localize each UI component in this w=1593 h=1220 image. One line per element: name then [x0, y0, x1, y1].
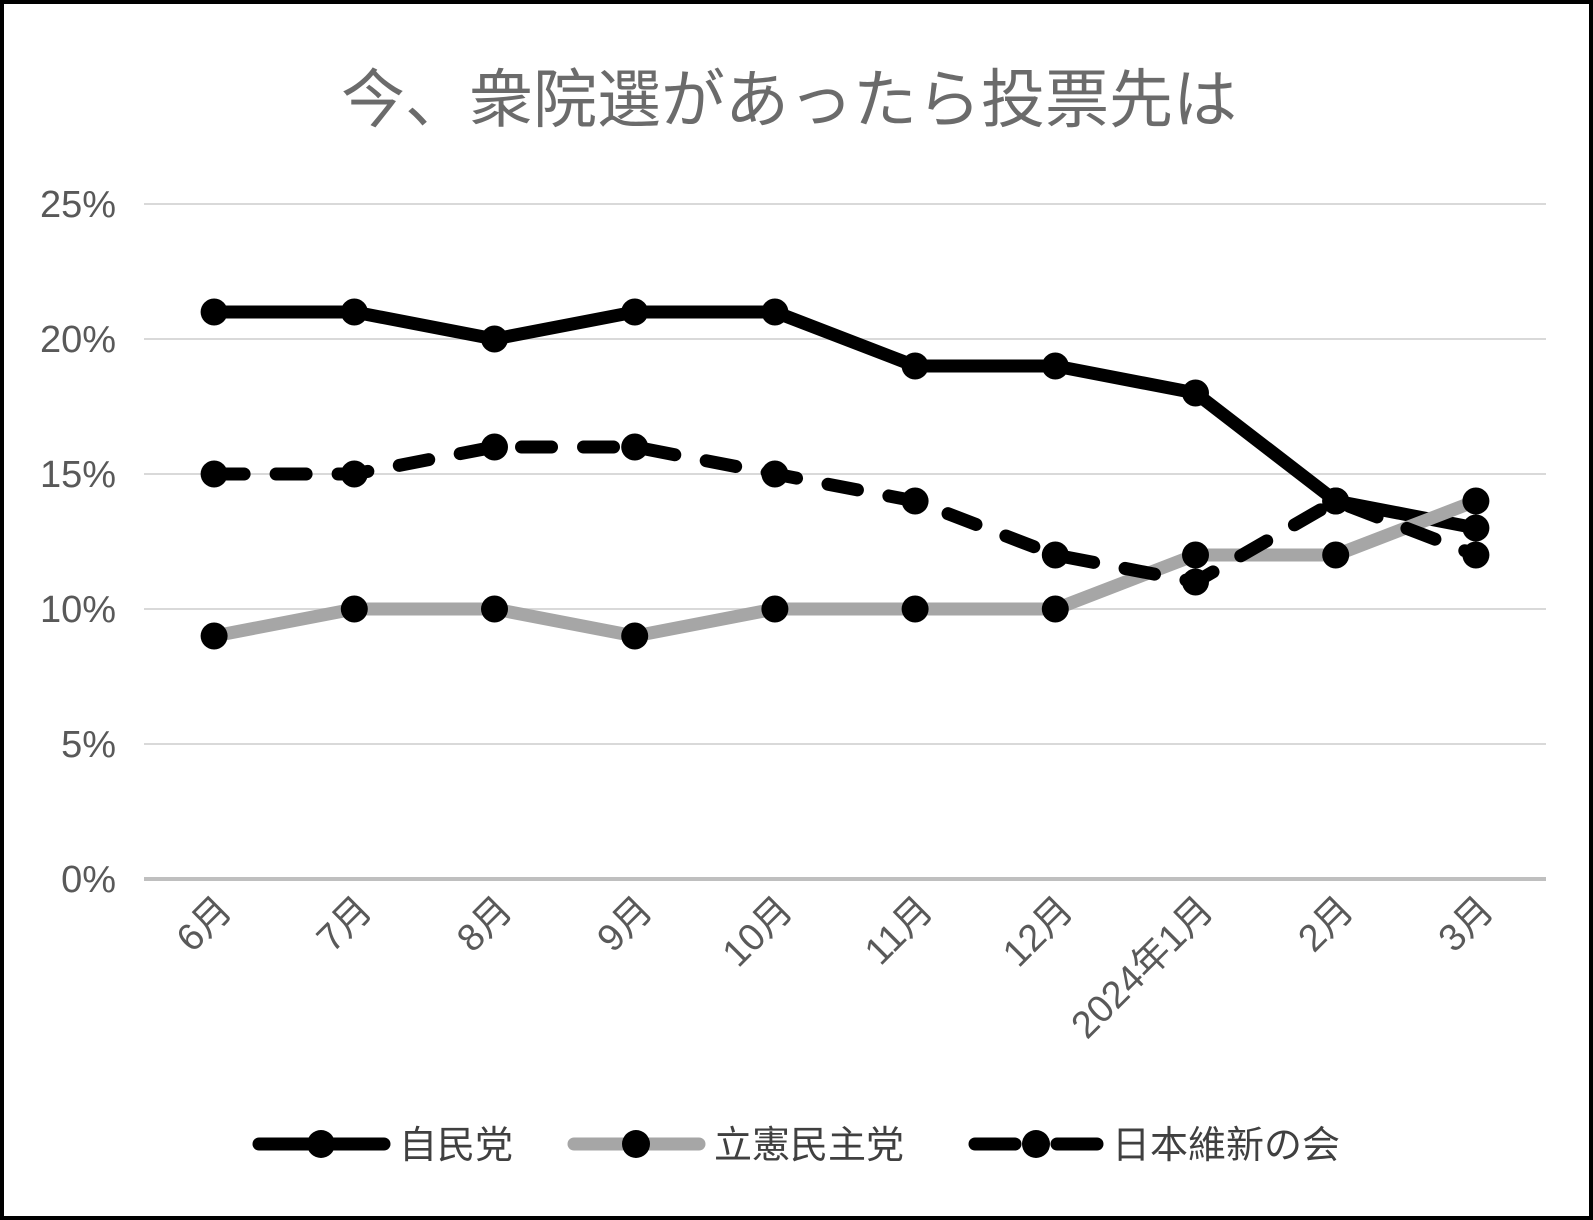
- data-point-1-9: [1462, 487, 1490, 515]
- y-tick-5: 5%: [61, 724, 116, 766]
- data-point-0-4: [761, 298, 789, 326]
- data-point-0-7: [1182, 379, 1209, 407]
- data-point-0-2: [481, 325, 508, 353]
- x-tick-8: 2月: [1291, 889, 1363, 961]
- y-tick-20: 20%: [40, 319, 116, 361]
- x-tick-3: 9月: [590, 889, 662, 961]
- legend-marker-icon: [1022, 1130, 1050, 1158]
- data-point-1-8: [1322, 541, 1350, 569]
- legend: 自民党 立憲民主党 日本維新の会: [252, 1125, 1340, 1167]
- legend-label-rikken: 立憲民主党: [714, 1125, 904, 1167]
- data-point-2-3: [621, 433, 649, 461]
- data-point-2-6: [1041, 541, 1069, 569]
- x-tick-6: 12月: [995, 889, 1081, 975]
- data-point-1-7: [1182, 541, 1209, 569]
- data-point-2-5: [901, 487, 929, 515]
- x-tick-1: 7月: [309, 889, 381, 961]
- data-point-2-2: [481, 433, 508, 461]
- data-point-0-6: [1041, 352, 1069, 380]
- x-tick-0: 6月: [169, 889, 241, 961]
- data-point-0-1: [340, 298, 368, 326]
- data-point-2-9: [1462, 541, 1490, 569]
- data-point-0-3: [621, 298, 649, 326]
- plot-series: [200, 298, 1490, 650]
- data-point-1-6: [1041, 595, 1069, 623]
- legend-label-ishin: 日本維新の会: [1112, 1125, 1340, 1167]
- poll-line-chart: 今、衆院選があったら投票先は 0% 5% 10% 15% 20% 25% 6月 7…: [40, 64, 1546, 1167]
- data-point-0-5: [901, 352, 929, 380]
- x-tick-9: 3月: [1431, 889, 1503, 961]
- data-point-1-3: [621, 622, 649, 650]
- data-point-0-0: [200, 298, 228, 326]
- legend-marker-icon: [622, 1130, 650, 1158]
- series-line-2: [207, 440, 1483, 589]
- y-tick-25: 25%: [40, 184, 116, 226]
- series-line-1: [207, 494, 1483, 643]
- data-point-2-8: [1322, 487, 1350, 515]
- data-point-2-1: [340, 460, 368, 488]
- data-point-2-0: [200, 460, 228, 488]
- legend-marker-icon: [307, 1130, 335, 1158]
- y-tick-15: 15%: [40, 454, 116, 496]
- x-tick-2: 8月: [449, 889, 521, 961]
- legend-item-rikken: 立憲民主党: [567, 1125, 904, 1167]
- legend-item-ishin: 日本維新の会: [968, 1125, 1340, 1167]
- y-tick-0: 0%: [61, 859, 116, 901]
- data-point-2-4: [761, 460, 789, 488]
- legend-item-jiminto: 自民党: [252, 1125, 513, 1167]
- data-point-1-0: [200, 622, 228, 650]
- data-point-1-1: [340, 595, 368, 623]
- data-point-1-4: [761, 595, 789, 623]
- legend-label-jiminto: 自民党: [399, 1125, 513, 1167]
- series-line-0: [207, 305, 1483, 535]
- y-axis-labels: 0% 5% 10% 15% 20% 25%: [40, 184, 116, 901]
- x-tick-5: 11月: [857, 889, 941, 973]
- data-point-1-5: [901, 595, 929, 623]
- x-tick-4: 10月: [715, 889, 801, 975]
- data-point-1-2: [481, 595, 508, 623]
- data-point-0-9: [1462, 514, 1490, 542]
- data-point-2-7: [1182, 568, 1209, 596]
- chart-title: 今、衆院選があったら投票先は: [341, 64, 1237, 136]
- y-tick-10: 10%: [40, 589, 116, 631]
- x-tick-7: 2024年1月: [1064, 889, 1222, 1047]
